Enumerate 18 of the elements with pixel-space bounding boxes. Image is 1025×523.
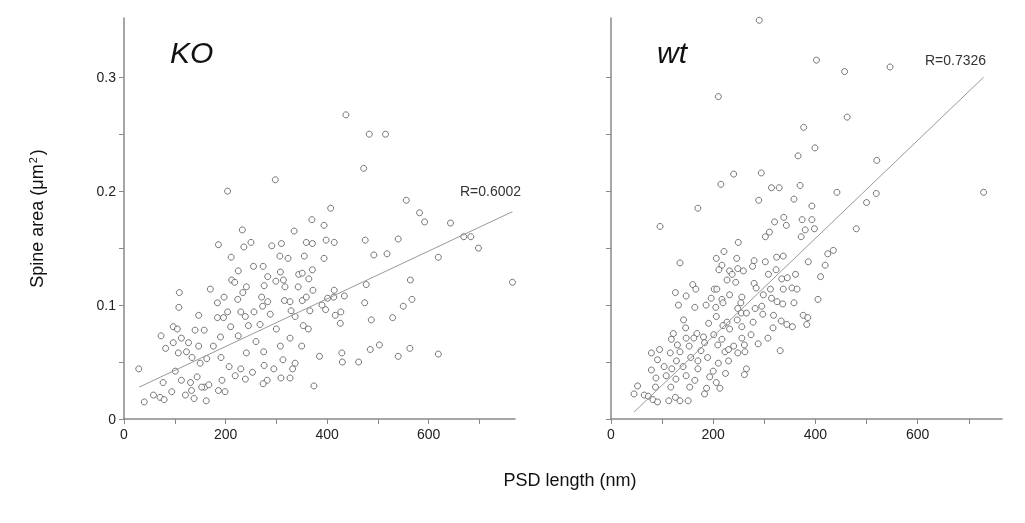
annotation: R=0.7326 (925, 52, 987, 68)
text: wt (657, 35, 689, 69)
x-tick-label: 400 (315, 426, 340, 442)
x-axis-title: PSD length (nm) (502, 470, 638, 491)
x-tick-label: 0 (607, 426, 616, 442)
x-tick-label: 600 (417, 426, 441, 442)
y-tick-label: 0.3 (96, 69, 117, 86)
y-tick-label: 0.2 (96, 183, 117, 200)
annotation: R=0.6002 (460, 183, 522, 199)
x-tick-label: 0 (120, 426, 129, 442)
y-axis-title: Spine area (μm2) (26, 149, 47, 288)
x-tick-label: 600 (905, 426, 930, 442)
x-tick-label: 200 (701, 426, 726, 442)
y-tick-label: 0.1 (96, 297, 117, 314)
text: KO (170, 35, 214, 69)
x-tick-label: 200 (213, 426, 238, 442)
x-tick-label: 400 (803, 426, 828, 442)
y-tick-label: 0 (108, 411, 117, 427)
